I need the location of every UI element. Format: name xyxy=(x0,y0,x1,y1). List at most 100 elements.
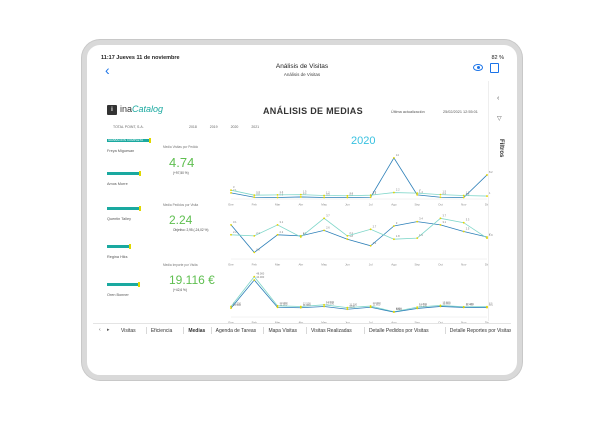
data-point[interactable] xyxy=(393,225,395,227)
data-point[interactable] xyxy=(462,221,465,224)
data-point[interactable] xyxy=(369,244,372,247)
data-point[interactable] xyxy=(462,306,465,309)
back-chevron-icon[interactable]: ‹ xyxy=(105,62,110,78)
data-point[interactable] xyxy=(439,224,442,226)
data-point[interactable] xyxy=(369,228,372,231)
data-point[interactable] xyxy=(369,306,372,309)
data-point[interactable] xyxy=(486,195,488,197)
data-point[interactable] xyxy=(253,279,256,281)
data-point[interactable] xyxy=(276,196,279,199)
tab-visitas[interactable]: Visitas xyxy=(121,328,136,334)
tab-detalle-reportes-por-visitas[interactable]: Detalle Reportes por Visitas xyxy=(449,328,511,334)
data-point[interactable] xyxy=(276,193,279,196)
year-option[interactable]: 2020 xyxy=(230,125,239,129)
x-tick-label: Jun xyxy=(345,203,350,207)
data-point[interactable] xyxy=(439,305,442,308)
data-point[interactable] xyxy=(276,224,279,226)
salesperson-item[interactable]: Quentin Talley xyxy=(107,206,157,237)
data-point[interactable] xyxy=(486,237,488,239)
data-point[interactable] xyxy=(299,306,302,309)
data-point[interactable] xyxy=(416,193,419,196)
salesperson-item[interactable]: Oren Bonner xyxy=(107,282,157,313)
x-tick-label: Ene xyxy=(228,263,234,267)
data-point[interactable] xyxy=(393,157,395,159)
data-point[interactable] xyxy=(299,236,302,238)
data-point[interactable] xyxy=(230,191,232,194)
tab-eficiencia[interactable]: Eficiencia xyxy=(150,328,173,334)
data-point[interactable] xyxy=(230,233,232,236)
data-point[interactable] xyxy=(230,224,232,226)
data-point[interactable] xyxy=(346,194,349,197)
salesperson-item[interactable]: GRABACIÓN COMPLETA Freya Miguesan xyxy=(107,138,157,169)
data-point[interactable] xyxy=(486,174,488,176)
data-point[interactable] xyxy=(346,196,349,199)
data-point[interactable] xyxy=(323,194,325,197)
data-point[interactable] xyxy=(346,235,349,237)
year-option[interactable]: 2018 xyxy=(189,125,197,129)
x-tick-label: Abr xyxy=(298,203,303,207)
data-point[interactable] xyxy=(393,311,395,314)
data-point[interactable] xyxy=(230,189,232,192)
filters-label[interactable]: Filtros xyxy=(498,139,504,158)
data-point[interactable] xyxy=(253,196,256,199)
data-point[interactable] xyxy=(299,193,302,196)
data-label: 0.6 xyxy=(442,192,446,196)
salesperson-item[interactable]: Amos Morre xyxy=(107,171,157,202)
data-point[interactable] xyxy=(253,275,256,278)
eye-icon[interactable] xyxy=(473,64,483,71)
tab-medias[interactable]: Medias xyxy=(188,328,206,334)
data-label: 6300 xyxy=(396,307,402,311)
data-point[interactable] xyxy=(323,217,325,220)
data-point[interactable] xyxy=(462,194,465,197)
tab-scroll-left-icon[interactable]: ‹ xyxy=(99,327,101,333)
data-point[interactable] xyxy=(486,306,488,309)
data-point[interactable] xyxy=(323,229,325,232)
bookmark-icon[interactable] xyxy=(490,63,499,73)
x-tick-label: Oct xyxy=(438,263,443,267)
data-point[interactable] xyxy=(369,194,372,197)
data-label: 1.5 xyxy=(442,190,446,194)
data-point[interactable] xyxy=(416,192,419,195)
data-point[interactable] xyxy=(230,307,232,310)
data-point[interactable] xyxy=(346,308,349,311)
data-point[interactable] xyxy=(462,230,465,233)
data-point[interactable] xyxy=(439,217,442,220)
data-point[interactable] xyxy=(416,306,419,308)
tab-separator xyxy=(363,327,365,334)
data-point[interactable] xyxy=(416,220,419,223)
data-point[interactable] xyxy=(416,307,419,310)
kpi-delta: (+97,50 %) xyxy=(173,171,189,175)
filters-pane[interactable]: ‹ ▽ Filtros xyxy=(488,81,511,321)
data-point[interactable] xyxy=(299,196,302,198)
data-point[interactable] xyxy=(393,191,395,194)
data-point[interactable] xyxy=(346,238,349,241)
tab-mapa-visitas[interactable]: Mapa Visitas xyxy=(268,328,297,334)
data-point[interactable] xyxy=(230,305,232,308)
data-point[interactable] xyxy=(253,235,256,237)
year-option[interactable]: 2021 xyxy=(251,125,260,129)
chevron-left-icon[interactable]: ‹ xyxy=(497,95,500,102)
tab-agenda-de-tareas[interactable]: Agenda de Tareas xyxy=(215,328,257,334)
data-point[interactable] xyxy=(416,237,419,239)
data-point[interactable] xyxy=(323,196,325,199)
tab-detalle-pedidos-por-visitas[interactable]: Detalle Pedidos por Visitas xyxy=(368,328,429,334)
data-point[interactable] xyxy=(439,193,442,196)
data-point[interactable] xyxy=(276,306,279,309)
data-point[interactable] xyxy=(276,233,279,236)
data-point[interactable] xyxy=(253,194,256,197)
tab-scroll-right-icon[interactable]: ▸ xyxy=(107,327,110,333)
data-point[interactable] xyxy=(393,238,395,241)
filter-icon: ▽ xyxy=(497,116,502,122)
data-point[interactable] xyxy=(253,251,256,254)
data-point[interactable] xyxy=(299,305,302,308)
data-point[interactable] xyxy=(323,303,325,306)
tab-visitas-realizadas[interactable]: Visitas Realizadas xyxy=(311,328,352,334)
data-point[interactable] xyxy=(462,196,465,199)
data-point[interactable] xyxy=(439,196,442,199)
report-canvas: i inaCatalog ANÁLISIS DE MEDIAS Última a… xyxy=(103,99,501,329)
salesperson-item[interactable]: Regina Hiks xyxy=(107,244,157,275)
data-point[interactable] xyxy=(346,306,349,309)
year-option[interactable]: 2019 xyxy=(209,125,218,129)
data-point[interactable] xyxy=(369,196,372,199)
data-point[interactable] xyxy=(323,305,325,308)
